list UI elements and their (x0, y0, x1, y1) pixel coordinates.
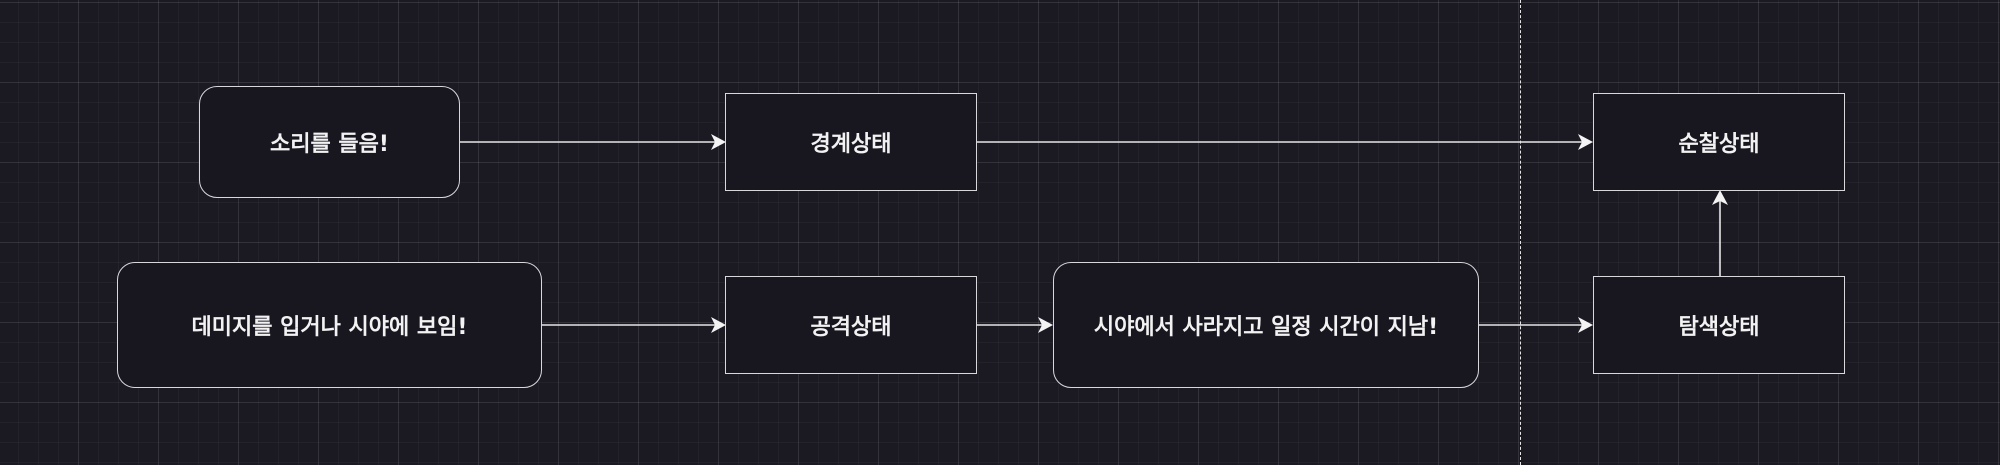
edge-sound-to-alert[interactable] (460, 134, 726, 150)
condition-heard-sound[interactable]: 소리를 들음! (199, 86, 460, 198)
edge-search-to-patrol[interactable] (1712, 190, 1728, 276)
page-break-divider (1520, 0, 1521, 465)
state-search[interactable]: 탐색상태 (1593, 276, 1845, 374)
state-patrol[interactable]: 순찰상태 (1593, 93, 1845, 191)
state-attack-label: 공격상태 (810, 315, 892, 340)
condition-damaged-or-seen[interactable]: 데미지를 입거나 시야에 보임! (117, 262, 542, 388)
state-alert-label: 경계상태 (810, 132, 892, 157)
edge-lost-to-search[interactable] (1478, 317, 1593, 333)
edge-damage-to-attack[interactable] (542, 317, 726, 333)
edge-alert-to-patrol[interactable] (976, 134, 1593, 150)
edge-attack-to-lost[interactable] (976, 317, 1053, 333)
state-patrol-label: 순찰상태 (1678, 132, 1760, 157)
state-attack[interactable]: 공격상태 (725, 276, 977, 374)
state-alert[interactable]: 경계상태 (725, 93, 977, 191)
condition-heard-sound-label: 소리를 들음! (270, 132, 389, 157)
condition-lost-sight-timeout[interactable]: 시야에서 사라지고 일정 시간이 지남! (1053, 262, 1479, 388)
state-search-label: 탐색상태 (1678, 315, 1760, 340)
condition-lost-sight-timeout-label: 시야에서 사라지고 일정 시간이 지남! (1093, 315, 1439, 340)
condition-damaged-or-seen-label: 데미지를 입거나 시야에 보임! (191, 315, 468, 340)
